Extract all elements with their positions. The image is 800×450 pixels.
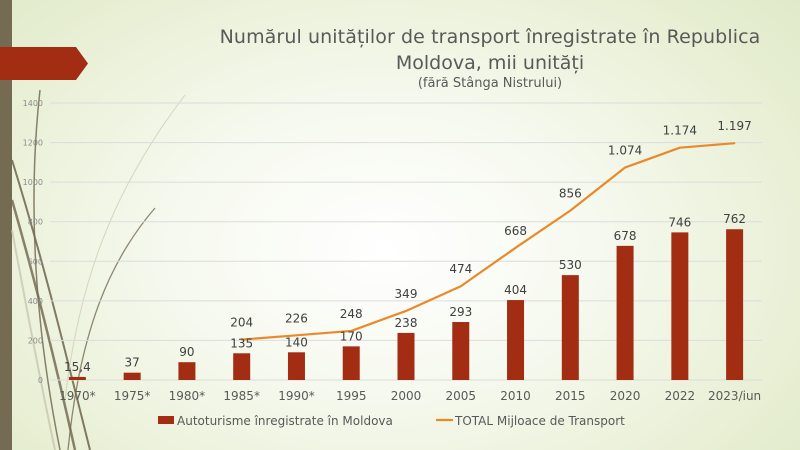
- bar: [68, 376, 86, 380]
- x-tick-label: 1970*: [59, 389, 96, 403]
- bar: [452, 322, 470, 380]
- bar-data-label: 678: [614, 229, 637, 243]
- line-data-label: 1.074: [608, 144, 642, 158]
- x-tick-label: 2023/iun: [708, 389, 761, 403]
- line-point: [459, 285, 462, 288]
- bar: [287, 352, 305, 380]
- bar: [178, 362, 196, 380]
- bar: [507, 300, 525, 380]
- bar: [726, 229, 744, 380]
- bar: [233, 353, 251, 380]
- line-data-label: 668: [504, 224, 527, 238]
- x-tick-label: 2000: [391, 389, 422, 403]
- bar-data-label: 15,4: [64, 360, 91, 374]
- y-tick-label: 1000: [23, 178, 43, 187]
- x-tick-label: 1995: [336, 389, 367, 403]
- slide-arrow-tag: [0, 47, 88, 80]
- line-data-label: 204: [230, 316, 253, 330]
- line-data-label: 474: [449, 262, 472, 276]
- line-data-label: 1.174: [663, 124, 697, 138]
- bar: [397, 332, 415, 380]
- line-point: [295, 334, 298, 337]
- chart-title-line1: Numărul unităților de transport înregist…: [219, 26, 761, 48]
- x-axis-ticks: 1970* 1975* 1980* 1985* 1990* 1995 2000 2005 201…: [59, 389, 761, 403]
- legend-swatch-bar: [158, 416, 174, 424]
- y-tick-label: 800: [28, 218, 43, 227]
- bar-data-label: 293: [449, 305, 472, 319]
- line-point: [240, 338, 243, 341]
- x-tick-label: 1975*: [114, 389, 151, 403]
- bar-data-label: 404: [504, 283, 527, 297]
- line-data-label: 1.197: [717, 119, 751, 133]
- bar-data-label: 37: [125, 356, 140, 370]
- slide-accent-bar: [0, 0, 12, 450]
- line-point: [733, 142, 736, 144]
- y-tick-label: 1200: [23, 139, 43, 148]
- y-tick-label: 1400: [23, 99, 43, 108]
- bar: [561, 275, 579, 380]
- line-data-label: 349: [395, 287, 418, 301]
- line-point: [514, 247, 517, 249]
- line-data-label: 248: [340, 307, 363, 321]
- y-axis-ticks: 0 200 400 600 800 1000 1200 1400: [23, 99, 43, 385]
- bar-data-label: 90: [179, 345, 194, 359]
- chart-title-block: Numărul unităților de transport înregist…: [0, 24, 800, 92]
- y-tick-label: 600: [28, 257, 43, 266]
- x-tick-label: 1990*: [278, 389, 315, 403]
- x-tick-label: 2015: [555, 389, 586, 403]
- x-tick-label: 1985*: [223, 389, 260, 403]
- bar-data-label: 238: [395, 316, 418, 330]
- bar-data-label: 135: [230, 336, 253, 350]
- x-tick-label: 2022: [665, 389, 696, 403]
- y-tick-label: 400: [28, 297, 43, 306]
- bar: [671, 232, 689, 380]
- line-path: [241, 142, 735, 341]
- line-data-label: 226: [285, 311, 308, 325]
- bar-data-label: 746: [668, 215, 691, 229]
- legend: Autoturisme înregistrate în Moldova TOTAL…: [158, 414, 625, 428]
- line-point: [405, 310, 407, 312]
- chart-subtitle: (fără Stânga Nistrului): [417, 76, 563, 91]
- line-point: [350, 330, 353, 332]
- chart-title-line2: Moldova, mii unități: [395, 52, 585, 74]
- bar-series-autoturisme: [68, 229, 744, 380]
- x-tick-label: 2020: [610, 389, 641, 403]
- data-labels: 15,4 37 90 135 140 170 238 293 404 530 678 746 762 20…: [64, 119, 752, 374]
- x-tick-label: 2005: [445, 389, 476, 403]
- line-data-label: 856: [559, 187, 582, 201]
- bar-data-label: 140: [285, 335, 308, 349]
- line-point: [569, 209, 572, 212]
- line-point: [624, 166, 626, 169]
- bar-data-label: 170: [340, 329, 363, 343]
- bar: [616, 245, 634, 380]
- bar-data-label: 762: [723, 212, 746, 226]
- y-tick-label: 200: [28, 336, 43, 345]
- y-tick-label: 0: [38, 376, 43, 385]
- legend-label-bar: Autoturisme înregistrate în Moldova: [177, 414, 393, 428]
- line-series-total: [240, 142, 736, 341]
- x-tick-label: 1980*: [169, 389, 206, 403]
- bar-data-label: 530: [559, 258, 582, 272]
- bar: [342, 346, 360, 380]
- legend-label-line: TOTAL Mijloace de Transport: [454, 414, 625, 428]
- line-point: [679, 146, 681, 149]
- bar: [123, 372, 141, 380]
- x-tick-label: 2010: [500, 389, 531, 403]
